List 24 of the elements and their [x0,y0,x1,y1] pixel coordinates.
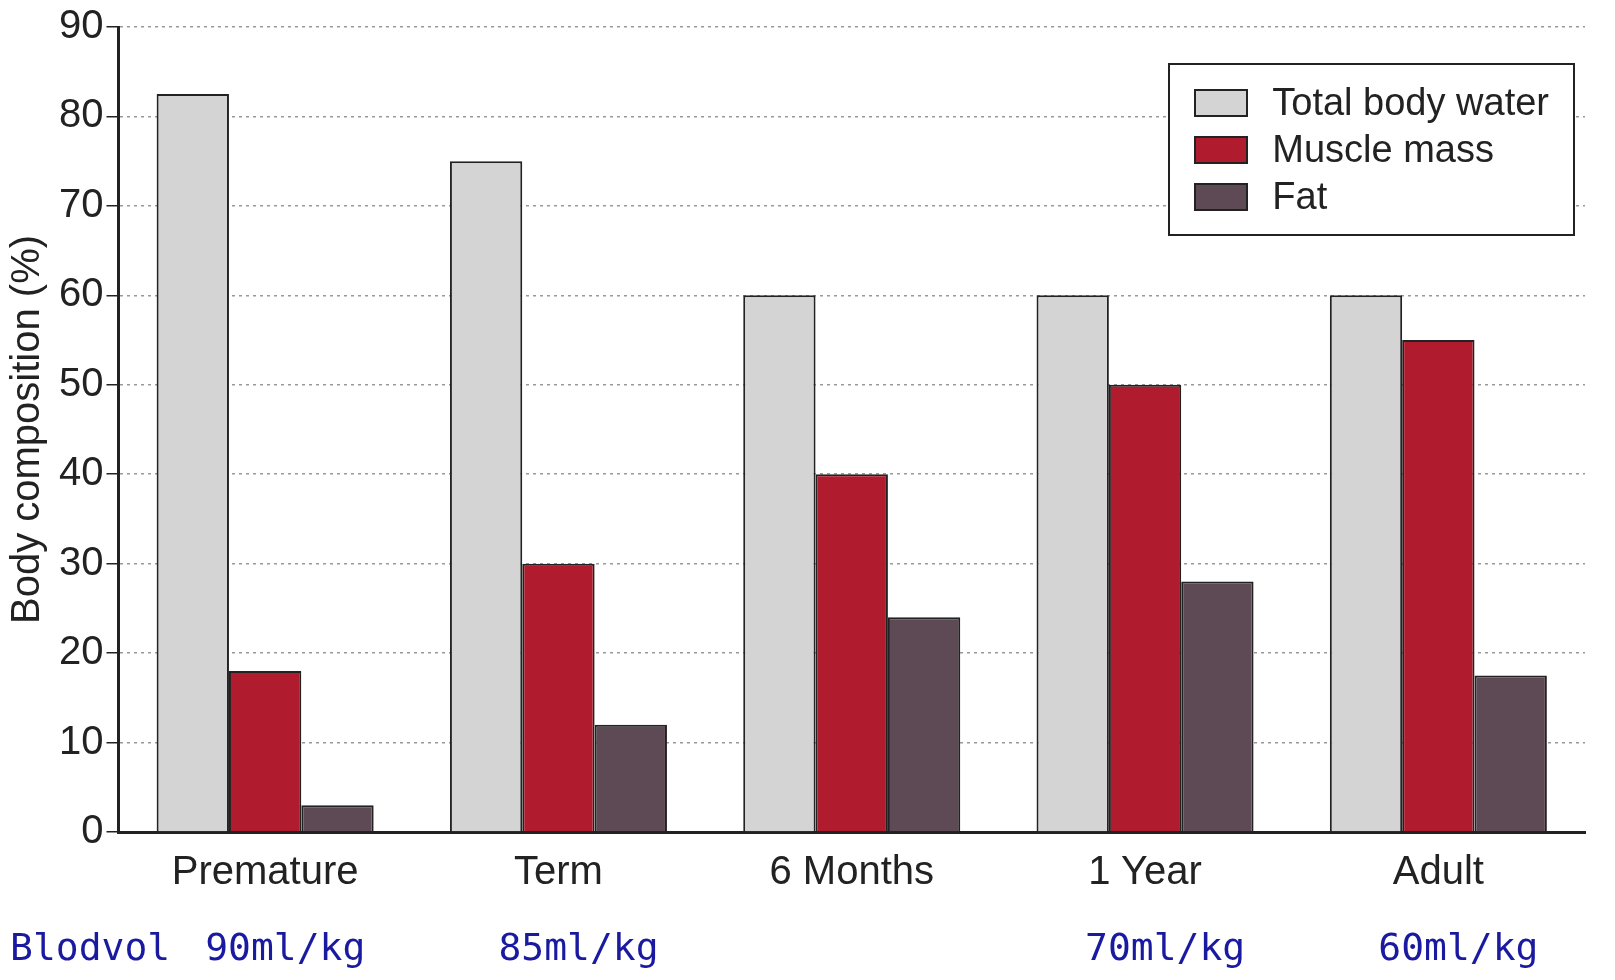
y-tick-label: 90 [58,2,104,47]
y-tick-label: 0 [81,807,104,852]
x-tick-label: Premature [171,848,359,893]
text: 85ml/kg [498,925,659,969]
y-tick-label: 30 [58,538,104,583]
y-tick-label: 20 [58,628,104,673]
text: 60ml/kg [1378,925,1539,969]
y-axis-title: Body composition (%) [3,234,48,625]
legend-label: Muscle mass [1272,128,1494,171]
y-tick-label: 80 [58,91,104,136]
text: 70ml/kg [1085,925,1246,969]
x-tick-label: 6 Months [769,848,935,893]
y-tick-label: 40 [58,449,104,494]
y-tick-label: 50 [58,359,104,404]
legend-label: Total body water [1272,81,1549,124]
x-tick-label: Term [514,848,603,893]
y-tick-label: 10 [58,717,104,762]
x-tick-label: 1 Year [1088,848,1202,893]
y-tick-label: 60 [58,270,104,315]
text: Blodvol [10,925,171,969]
text: 90ml/kg [205,925,366,969]
legend-label: Fat [1272,175,1328,218]
x-tick-label: Adult [1392,848,1484,893]
y-tick-label: 70 [58,180,104,225]
